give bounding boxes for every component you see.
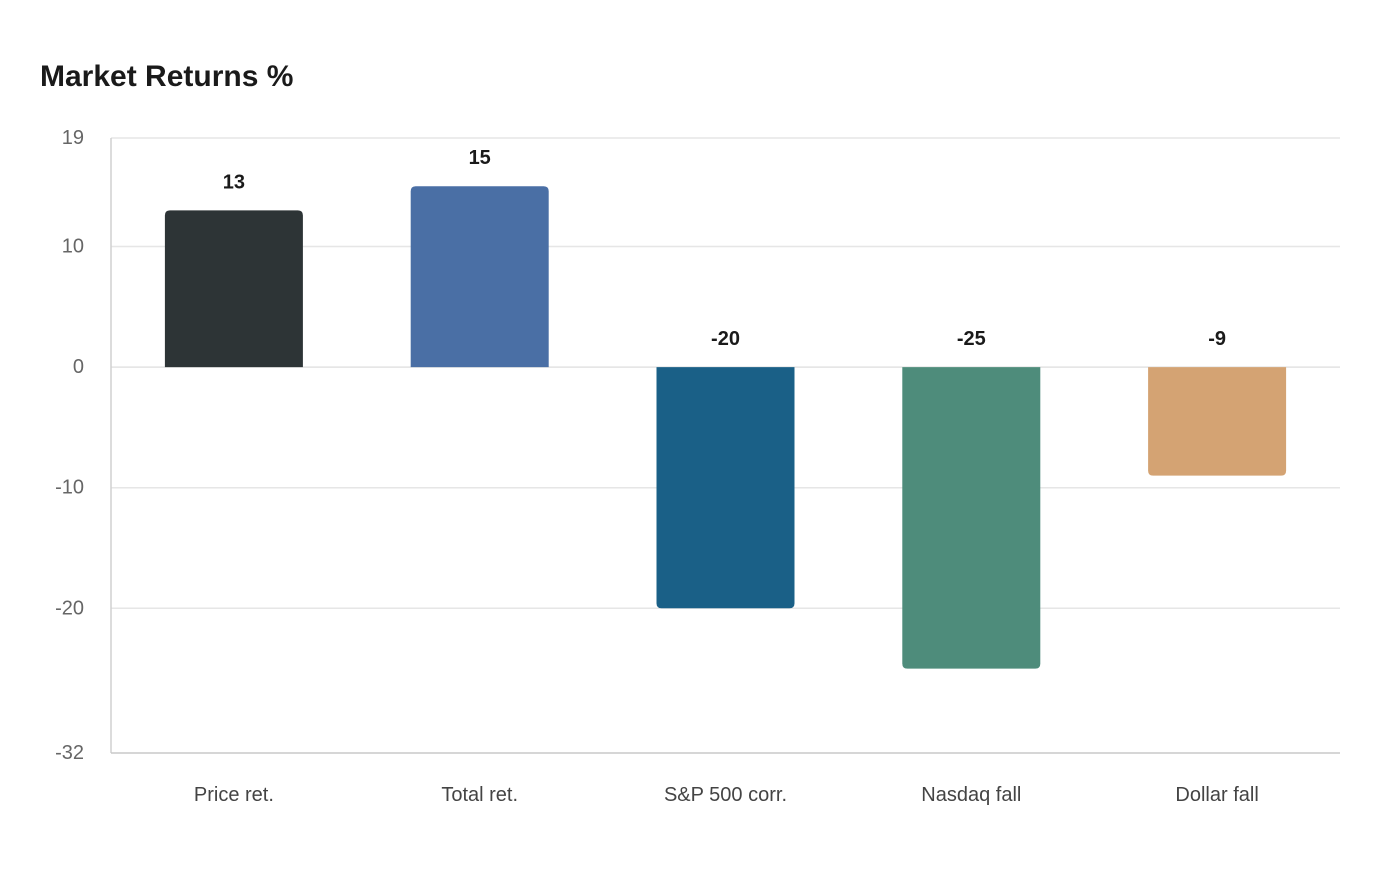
value-label: -9 [1208,328,1226,350]
chart-title: Market Returns % [40,60,294,93]
category-label: Nasdaq fall [921,784,1021,806]
value-label: -25 [957,328,986,350]
y-tick-label: 19 [62,127,84,149]
category-label: Dollar fall [1175,784,1258,806]
y-tick-label: 0 [73,356,84,378]
value-labels: 13 15 -20 -25 -9 [223,147,1226,350]
bar [410,186,549,368]
y-tick-label: -10 [55,477,84,499]
y-tick-labels: 19 10 0 -10 -20 -32 [55,127,84,764]
value-label: -20 [711,328,740,350]
bars [164,186,1287,669]
bar [1148,367,1287,476]
category-labels: Price ret. Total ret. S&P 500 corr. Nasdaq … [194,784,1259,806]
y-tick-label: 10 [62,236,84,258]
category-label: Total ret. [441,784,518,806]
y-tick-label: -32 [55,742,84,764]
y-tick-label: -20 [55,597,84,619]
bar [164,210,303,368]
category-label: S&P 500 corr. [664,784,787,806]
axes [110,138,1340,754]
category-label: Price ret. [194,784,274,806]
bar [902,367,1041,669]
bar [656,367,795,609]
value-label: 15 [469,147,491,169]
value-label: 13 [223,171,245,193]
